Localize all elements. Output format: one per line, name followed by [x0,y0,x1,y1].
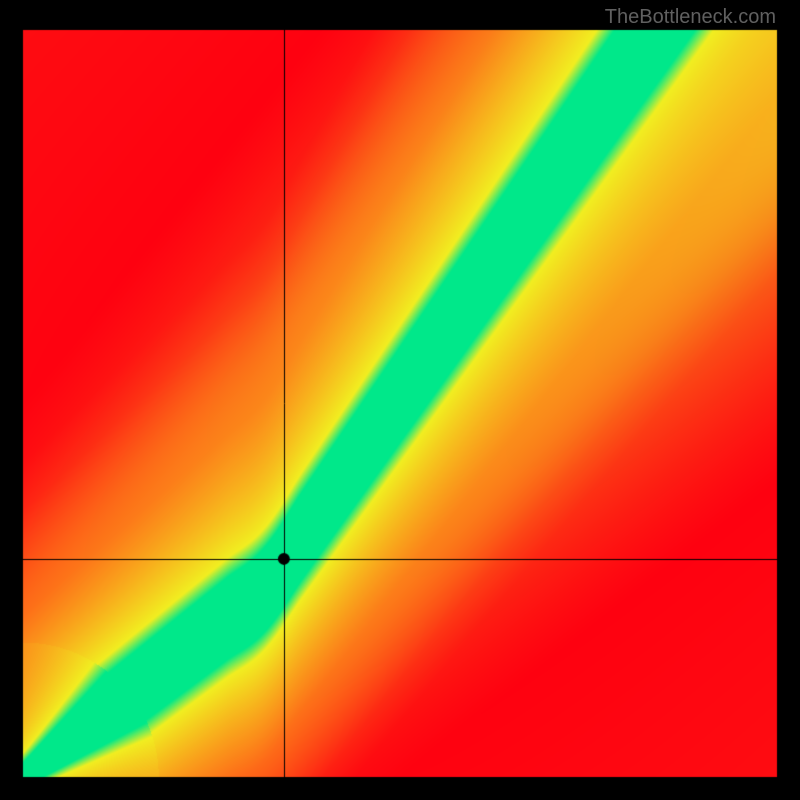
chart-container: TheBottleneck.com [0,0,800,800]
bottleneck-heatmap [0,0,800,800]
attribution-text: TheBottleneck.com [605,6,776,29]
